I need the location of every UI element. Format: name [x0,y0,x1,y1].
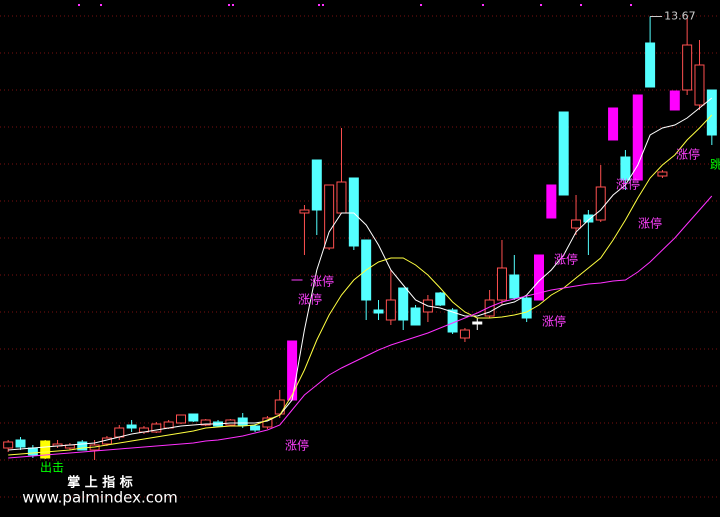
annotation: 跳 [710,158,720,172]
candle-body [657,171,668,177]
candle-body [200,419,211,426]
candle-body [509,274,520,299]
candle-body [336,181,347,214]
top-dot [232,4,234,6]
candle-body [546,184,557,219]
ma-line [8,195,713,459]
candle-body [299,209,310,214]
candle-body [151,423,162,433]
candle-body [176,414,186,424]
annotation: 涨停 [542,314,566,329]
candle-body [682,44,693,91]
candle-body [558,111,569,196]
candle-body [410,307,421,326]
candle-body [237,417,248,426]
candle-body [608,107,619,141]
candle-body [398,287,409,321]
candle-body [324,184,335,249]
annotation: 涨停 [285,438,309,453]
candle-body [496,267,507,301]
candle-body [472,321,483,325]
candle-body [694,64,705,106]
candle-body [114,427,125,438]
candle-body [348,177,359,247]
annotation: 涨停 [310,274,334,289]
candle-body [373,309,384,314]
annotation: 涨停 [298,292,322,307]
grid [0,4,720,498]
candle-body [435,292,446,306]
candle-body [645,42,656,88]
top-dot [322,4,324,6]
candle-body [583,214,594,223]
annotation: 涨停 [676,147,700,162]
high-marker-label: 13.67 [664,10,696,23]
candle-body [571,219,582,229]
candle-body [40,440,51,459]
candle-body [126,424,137,429]
candle-body [27,447,38,456]
candle-body [311,159,322,211]
top-dot [420,4,422,6]
annotation: 出击 [40,461,64,475]
top-dot [100,4,102,6]
candle-body [15,439,26,448]
candle-body [459,329,470,339]
candle-body [188,413,199,422]
candle-body [632,94,643,181]
top-dot [580,4,582,6]
candle-body [77,441,88,451]
marks [3,16,717,460]
top-dot [78,4,80,6]
url: www.palmindex.com [22,489,178,507]
top-dot [540,4,542,6]
candle-body [287,340,298,401]
annotation: 涨停 [616,177,640,192]
candle-body [250,425,261,431]
candle-body [521,297,532,319]
candle-body [595,186,606,221]
candle-body [706,89,717,136]
top-dot [482,4,484,6]
ma-line [8,97,713,451]
annotation: 涨停 [638,216,662,231]
annotation: 一 [291,274,303,288]
candle-body [262,417,273,428]
ma-line [8,114,713,456]
candle-body [620,156,631,181]
top-dot [630,4,632,6]
annotation: 涨停 [554,252,578,267]
candle-body [3,441,14,449]
top-dot [318,4,320,6]
candle-body [669,90,680,111]
brand: 掌 上 指 标 [67,475,133,491]
candle-body [385,299,396,321]
top-dot [228,4,230,6]
candle-body [484,299,495,317]
